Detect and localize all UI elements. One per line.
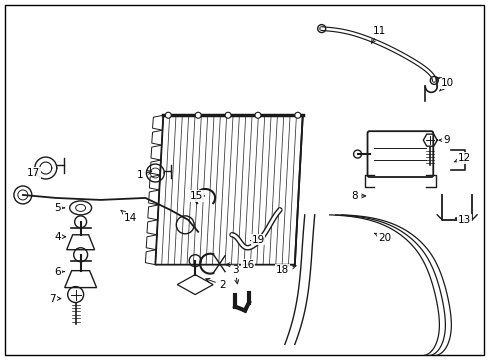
Text: 7: 7 — [49, 293, 61, 303]
Text: 17: 17 — [27, 168, 41, 178]
Text: 16: 16 — [225, 260, 254, 270]
Text: 9: 9 — [438, 135, 448, 145]
Circle shape — [195, 112, 201, 118]
Text: 5: 5 — [54, 203, 64, 213]
Text: 8: 8 — [350, 191, 365, 201]
Text: 6: 6 — [54, 267, 64, 276]
Text: 11: 11 — [371, 26, 386, 43]
Text: 15: 15 — [189, 191, 203, 201]
Circle shape — [165, 112, 171, 118]
Circle shape — [294, 112, 300, 118]
Circle shape — [224, 112, 230, 118]
Text: 12: 12 — [453, 153, 470, 163]
Text: 18: 18 — [276, 265, 295, 275]
Text: 10: 10 — [439, 78, 453, 91]
Circle shape — [254, 112, 261, 118]
Text: 2: 2 — [205, 278, 225, 289]
Text: 20: 20 — [374, 233, 390, 243]
Text: 14: 14 — [121, 210, 137, 223]
Text: 13: 13 — [454, 215, 470, 225]
Text: 3: 3 — [231, 265, 238, 284]
Text: 1: 1 — [137, 170, 151, 180]
Text: 19: 19 — [250, 235, 264, 245]
Text: 4: 4 — [54, 232, 65, 242]
